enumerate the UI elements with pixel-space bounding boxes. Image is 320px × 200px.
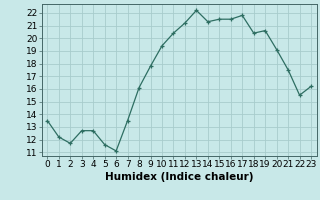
X-axis label: Humidex (Indice chaleur): Humidex (Indice chaleur): [105, 172, 253, 182]
